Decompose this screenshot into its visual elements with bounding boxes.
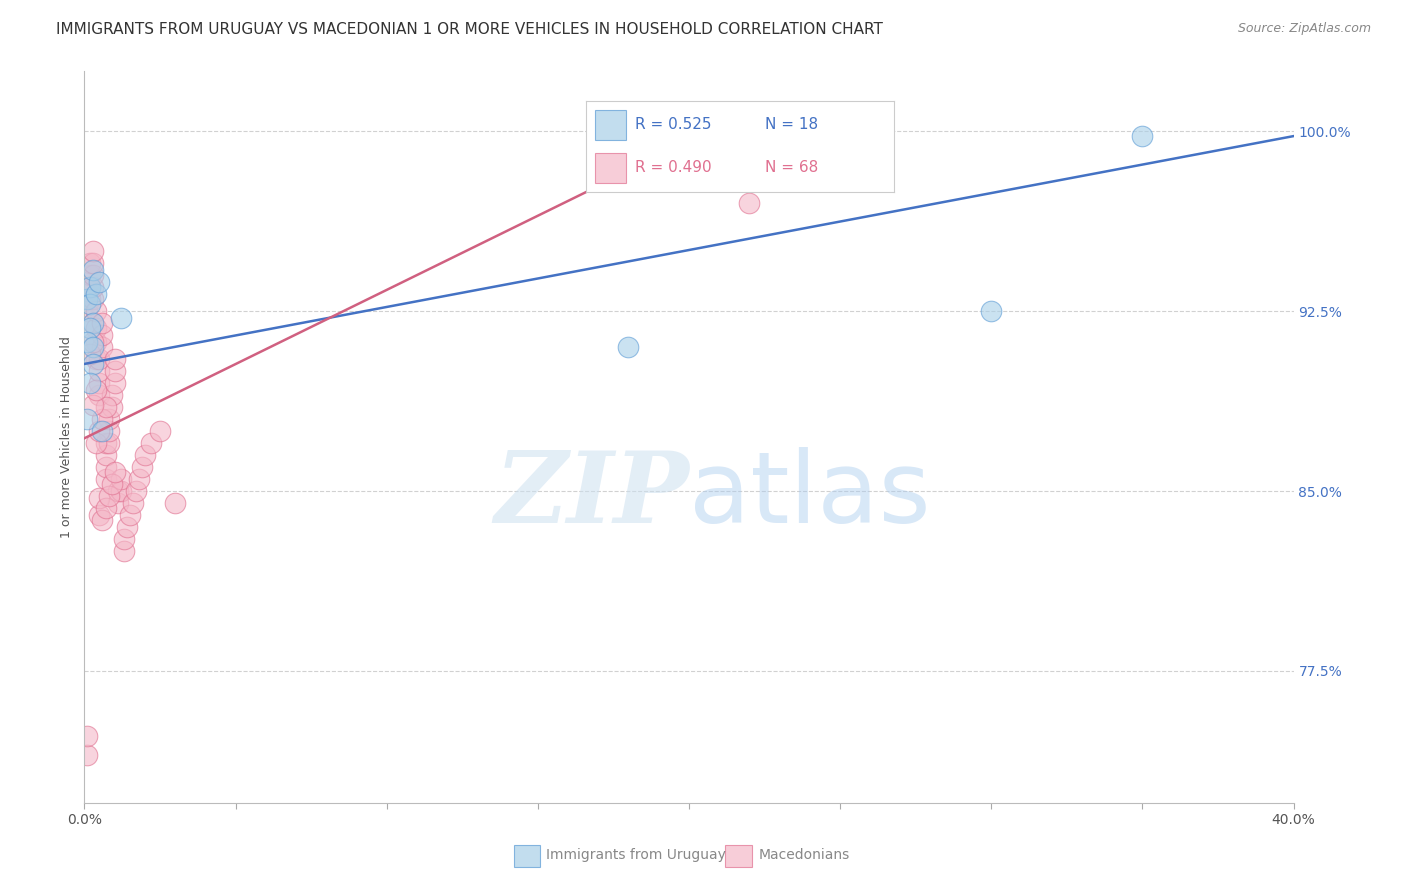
Point (97, 489, 120, 503)
Point (79, 297, 101, 311)
Point (76, 412, 98, 426)
Point (86, 335, 108, 350)
Point (94, 460, 117, 475)
Point (165, 496, 187, 510)
Point (104, 376, 127, 391)
Point (104, 352, 127, 367)
Text: Macedonians: Macedonians (759, 848, 851, 863)
Point (86, 287, 108, 301)
Point (89, 376, 111, 391)
Point (82, 398, 104, 412)
Point (118, 508, 141, 522)
Point (110, 311, 132, 326)
Point (110, 483, 132, 498)
Point (82, 268, 104, 283)
Point (738, 196, 761, 211)
Point (79, 321, 101, 335)
Point (107, 496, 129, 510)
Point (100, 400, 122, 414)
Point (97, 412, 120, 426)
Point (79, 347, 101, 361)
Point (82, 316, 104, 330)
Point (91, 328, 114, 343)
Point (110, 472, 132, 486)
Point (79, 292, 101, 306)
Point (79, 268, 101, 283)
Point (97, 436, 120, 450)
Point (94, 448, 117, 462)
Point (89, 276, 111, 290)
Point (82, 280, 104, 294)
Text: atlas: atlas (689, 447, 931, 544)
Point (1130, 129, 1153, 144)
Point (980, 304, 1002, 318)
Point (82, 244, 104, 259)
Point (79, 376, 101, 391)
Point (100, 476, 122, 491)
Point (76, 729, 98, 743)
Point (112, 532, 135, 546)
Point (89, 491, 111, 506)
Point (97, 424, 120, 438)
Point (82, 335, 104, 350)
Point (86, 384, 108, 398)
Point (82, 292, 104, 306)
Point (139, 436, 162, 450)
Point (107, 483, 129, 498)
Point (94, 500, 117, 515)
Point (89, 364, 111, 378)
Point (76, 335, 98, 350)
Point (128, 472, 150, 486)
Text: Immigrants from Uruguay: Immigrants from Uruguay (547, 848, 725, 863)
Point (76, 292, 98, 306)
Point (86, 321, 108, 335)
Point (91, 316, 114, 330)
Text: IMMIGRANTS FROM URUGUAY VS MACEDONIAN 1 OR MORE VEHICLES IN HOUSEHOLD CORRELATIO: IMMIGRANTS FROM URUGUAY VS MACEDONIAN 1 … (56, 22, 883, 37)
Point (94, 400, 117, 414)
Point (76, 747, 98, 762)
Point (79, 280, 101, 294)
Point (617, 340, 640, 354)
FancyBboxPatch shape (513, 846, 540, 867)
Point (82, 316, 104, 330)
Point (94, 472, 117, 486)
Point (76, 304, 98, 318)
Point (112, 544, 135, 558)
Point (82, 340, 104, 354)
Point (79, 256, 101, 270)
Point (115, 520, 138, 534)
Point (91, 412, 114, 426)
Point (86, 436, 108, 450)
Point (134, 448, 156, 462)
Point (91, 513, 114, 527)
Text: ZIP: ZIP (494, 448, 689, 544)
Point (100, 388, 122, 402)
Point (91, 340, 114, 354)
Point (82, 263, 104, 277)
Point (104, 465, 127, 479)
Y-axis label: 1 or more Vehicles in Household: 1 or more Vehicles in Household (60, 336, 73, 538)
Point (125, 483, 148, 498)
Point (91, 424, 114, 438)
Point (82, 357, 104, 371)
Point (94, 436, 117, 450)
FancyBboxPatch shape (725, 846, 752, 867)
Point (131, 460, 153, 475)
Text: Source: ZipAtlas.com: Source: ZipAtlas.com (1237, 22, 1371, 36)
Point (86, 304, 108, 318)
Point (82, 256, 104, 270)
Point (89, 424, 111, 438)
Point (89, 388, 111, 402)
Point (89, 352, 111, 367)
Point (86, 352, 108, 367)
Point (79, 280, 101, 294)
Point (89, 508, 111, 522)
Point (104, 364, 127, 378)
Point (149, 424, 172, 438)
Point (121, 496, 143, 510)
